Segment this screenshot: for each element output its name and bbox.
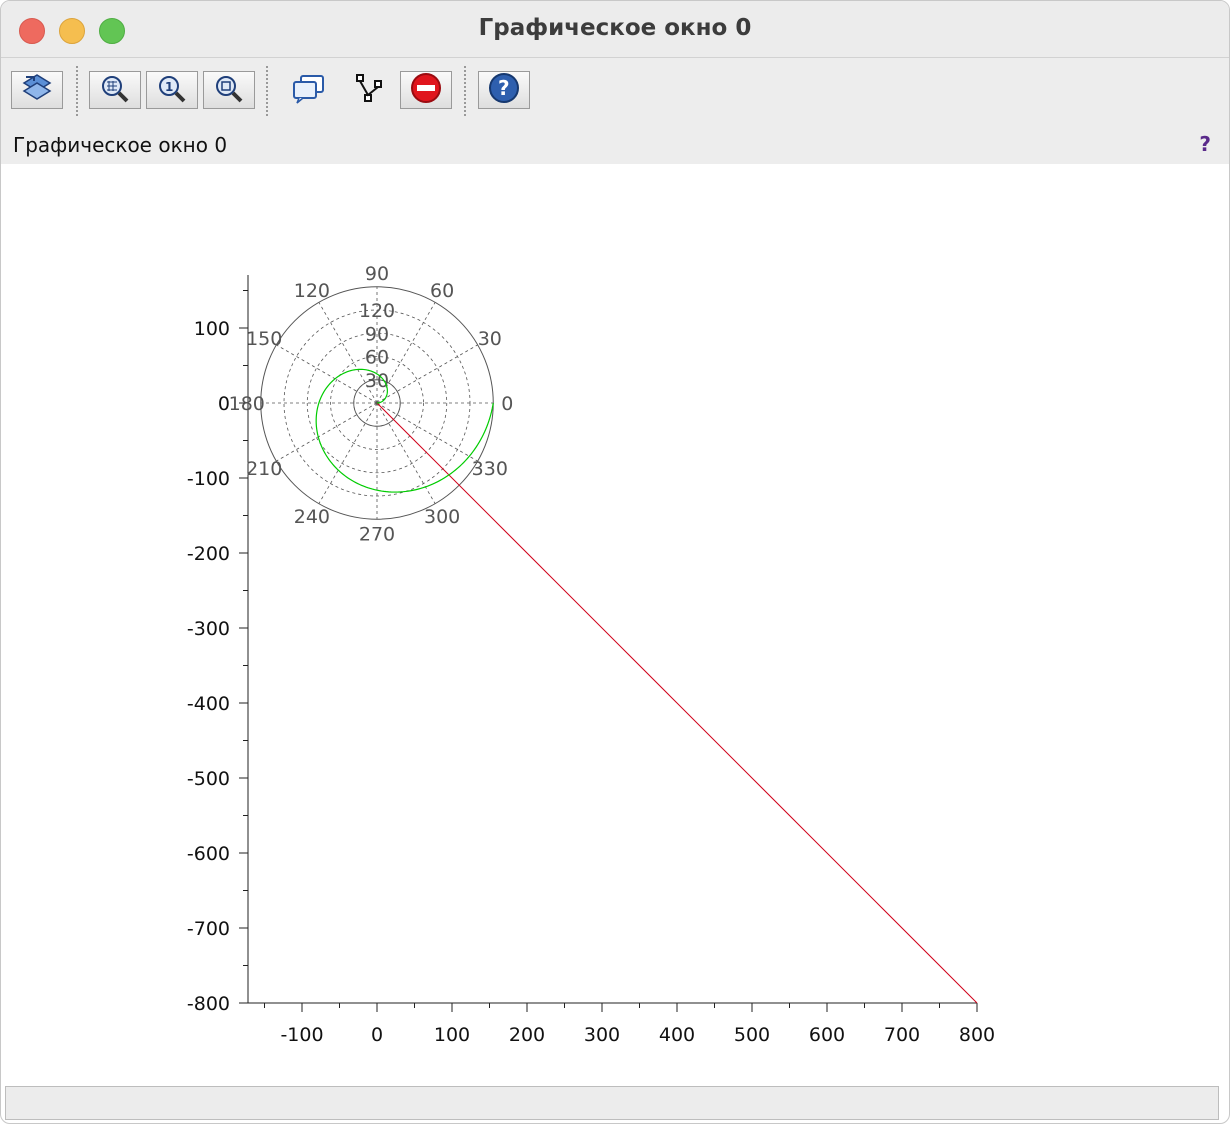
polar-angle-label: 30 (478, 328, 502, 350)
x-tick-label: 600 (809, 1024, 845, 1046)
red-line-series (376, 402, 978, 1004)
rotate-button[interactable] (11, 71, 63, 109)
polar-spoke (376, 344, 478, 404)
y-tick-label: -600 (187, 843, 230, 865)
polar-inner-ring (353, 379, 401, 427)
x-tick-label: 800 (959, 1024, 995, 1046)
x-tick-label: 400 (659, 1024, 695, 1046)
y-tick-label: -400 (187, 693, 230, 715)
maximize-window-button[interactable] (99, 18, 125, 44)
polar-angle-label: 120 (294, 280, 330, 302)
zoom-reset-icon: 1 (156, 73, 188, 107)
polar-spoke (376, 402, 436, 504)
datatip-button[interactable] (283, 71, 335, 109)
polar-spoke (318, 402, 378, 504)
figure-label: Графическое окно 0 (13, 133, 228, 157)
zoom-button[interactable] (89, 71, 141, 109)
polar-angle-label: 210 (246, 458, 282, 480)
edit-data-button[interactable] (343, 71, 395, 109)
y-tick-label: -300 (187, 618, 230, 640)
help-mark[interactable]: ? (1199, 132, 1211, 156)
y-tick-label: 0 (218, 393, 230, 415)
svg-text:?: ? (498, 76, 510, 100)
y-tick-label: -500 (187, 768, 230, 790)
status-bar (5, 1086, 1219, 1120)
close-window-button[interactable] (19, 18, 45, 44)
polar-angle-label: 270 (359, 523, 395, 545)
x-tick-label: 200 (509, 1024, 545, 1046)
title-bar: Графическое окно 0 (1, 1, 1229, 58)
polar-spoke (276, 402, 378, 462)
polar-angle-label: 330 (472, 458, 508, 480)
x-tick-label: 0 (371, 1024, 383, 1046)
y-tick-label: -800 (187, 993, 230, 1015)
window-title: Графическое окно 0 (478, 15, 752, 41)
edit-data-icon (351, 71, 387, 109)
series (315, 368, 978, 1004)
polar-angle-label: 60 (430, 280, 454, 302)
rotate-icon (20, 73, 54, 107)
polar-ring (330, 356, 424, 450)
polar-ring-label: 120 (359, 300, 395, 322)
toolbar-separator (464, 66, 466, 116)
polar-angle-label: 300 (424, 506, 460, 528)
stop-button[interactable] (400, 71, 452, 109)
toolbar-separator (76, 66, 78, 116)
polar-ring (306, 332, 448, 474)
y-tick-label: -200 (187, 543, 230, 565)
polar-spoke (376, 402, 478, 462)
polar-spoke (318, 302, 378, 404)
toolbar-separator (266, 66, 268, 116)
y-tick-label: 100 (194, 318, 230, 340)
zoom-grid-icon (99, 73, 131, 107)
toolbar: 1 (1, 58, 1229, 124)
polar-angle-label: 0 (501, 393, 513, 415)
polar-angle-label: 90 (365, 263, 389, 285)
x-tick-label: 700 (884, 1024, 920, 1046)
polar-angle-label: 180 (229, 393, 265, 415)
datatip-icon (291, 72, 327, 108)
y-tick-label: -100 (187, 468, 230, 490)
zoom-reset-button[interactable]: 1 (146, 71, 198, 109)
polar-ring-label: 30 (365, 370, 389, 392)
polar-ring-label: 90 (365, 323, 389, 345)
figure-label-bar: Графическое окно 0 ? (1, 124, 1229, 164)
green-spiral-series (315, 368, 494, 493)
polar-angle-label: 240 (294, 506, 330, 528)
plot-canvas[interactable]: -100 0 100 200 300 400 500 600 700 800 100 0 -100 -20… (3, 164, 1219, 1084)
minimize-window-button[interactable] (59, 18, 85, 44)
x-tick-label: -100 (280, 1024, 323, 1046)
polar-ring-label: 60 (365, 347, 389, 369)
polar-spoke (276, 344, 378, 404)
x-tick-label: 300 (584, 1024, 620, 1046)
y-tick-label: -700 (187, 918, 230, 940)
help-icon: ? (487, 72, 521, 108)
polar-angle-label: 150 (246, 328, 282, 350)
stop-icon (409, 72, 443, 108)
zoom-area-button[interactable] (203, 71, 255, 109)
x-tick-label: 100 (434, 1024, 470, 1046)
help-button[interactable]: ? (478, 71, 530, 109)
plot-svg[interactable]: -100 0 100 200 300 400 500 600 700 8001000-100-20… (3, 164, 1219, 1084)
zoom-area-icon (213, 73, 245, 107)
axes: -100 0 100 200 300 400 500 600 700 8001000-100-20… (187, 275, 995, 1046)
svg-text:1: 1 (165, 80, 173, 94)
x-tick-label: 500 (734, 1024, 770, 1046)
